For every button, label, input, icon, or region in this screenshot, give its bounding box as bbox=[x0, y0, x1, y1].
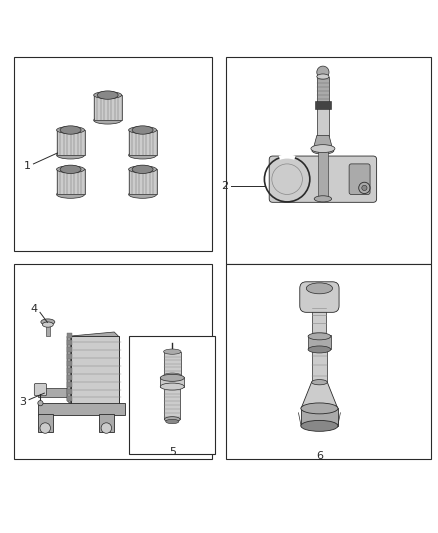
Ellipse shape bbox=[57, 191, 85, 198]
Bar bbox=[315, 101, 331, 109]
Bar bbox=[71, 336, 119, 404]
Polygon shape bbox=[313, 135, 332, 149]
Ellipse shape bbox=[163, 373, 181, 378]
Ellipse shape bbox=[308, 333, 331, 340]
Ellipse shape bbox=[160, 383, 184, 390]
Bar bbox=[67, 389, 72, 393]
Circle shape bbox=[362, 185, 367, 190]
Ellipse shape bbox=[41, 319, 55, 325]
Text: 6: 6 bbox=[316, 451, 323, 462]
Ellipse shape bbox=[160, 374, 184, 381]
Circle shape bbox=[101, 423, 112, 433]
Bar bbox=[129, 169, 156, 195]
Ellipse shape bbox=[57, 166, 85, 173]
Polygon shape bbox=[301, 382, 338, 408]
Polygon shape bbox=[67, 336, 71, 404]
Bar bbox=[226, 57, 431, 264]
Ellipse shape bbox=[301, 403, 338, 414]
Bar bbox=[67, 382, 72, 386]
Text: 5: 5 bbox=[169, 448, 176, 457]
Bar bbox=[67, 354, 72, 359]
Ellipse shape bbox=[129, 126, 156, 133]
Bar bbox=[67, 396, 72, 400]
Ellipse shape bbox=[314, 196, 332, 202]
Bar bbox=[14, 264, 212, 458]
Ellipse shape bbox=[317, 74, 329, 79]
Ellipse shape bbox=[317, 66, 329, 78]
Bar bbox=[318, 149, 328, 199]
FancyBboxPatch shape bbox=[300, 282, 339, 312]
Bar bbox=[312, 304, 326, 336]
Text: 1: 1 bbox=[23, 161, 30, 171]
Ellipse shape bbox=[308, 346, 331, 353]
Ellipse shape bbox=[311, 379, 327, 385]
Bar bbox=[57, 130, 85, 155]
Ellipse shape bbox=[132, 165, 153, 174]
Bar bbox=[38, 388, 71, 398]
Ellipse shape bbox=[132, 126, 153, 134]
Ellipse shape bbox=[97, 91, 118, 99]
Bar bbox=[163, 352, 181, 376]
Text: 2: 2 bbox=[221, 181, 228, 191]
FancyBboxPatch shape bbox=[34, 384, 46, 395]
Bar bbox=[301, 408, 338, 426]
Bar bbox=[129, 130, 156, 155]
Bar bbox=[67, 375, 72, 379]
Ellipse shape bbox=[163, 349, 181, 354]
Text: 3: 3 bbox=[19, 397, 26, 407]
Bar bbox=[317, 77, 328, 103]
Bar bbox=[46, 323, 49, 336]
Ellipse shape bbox=[312, 148, 334, 154]
Bar bbox=[308, 335, 331, 350]
Circle shape bbox=[38, 400, 43, 406]
Ellipse shape bbox=[42, 322, 53, 327]
Ellipse shape bbox=[94, 92, 122, 99]
Bar bbox=[57, 169, 85, 195]
Bar bbox=[130, 336, 215, 454]
Ellipse shape bbox=[301, 421, 338, 431]
Ellipse shape bbox=[129, 166, 156, 173]
Bar bbox=[38, 403, 125, 415]
Bar bbox=[317, 108, 329, 135]
Ellipse shape bbox=[57, 126, 85, 133]
Bar bbox=[67, 348, 72, 352]
Bar bbox=[14, 57, 212, 251]
Ellipse shape bbox=[170, 350, 175, 353]
Ellipse shape bbox=[306, 283, 332, 294]
Ellipse shape bbox=[57, 151, 85, 159]
FancyBboxPatch shape bbox=[349, 164, 370, 195]
Bar bbox=[164, 386, 180, 419]
Polygon shape bbox=[67, 332, 119, 336]
Ellipse shape bbox=[129, 191, 156, 198]
Ellipse shape bbox=[166, 419, 179, 424]
Bar bbox=[94, 95, 122, 120]
Circle shape bbox=[40, 423, 50, 433]
Bar bbox=[67, 361, 72, 366]
Bar bbox=[226, 264, 431, 458]
Ellipse shape bbox=[60, 165, 81, 174]
FancyBboxPatch shape bbox=[269, 156, 377, 203]
Ellipse shape bbox=[164, 417, 180, 422]
Bar bbox=[67, 368, 72, 373]
Bar bbox=[38, 414, 53, 432]
Bar bbox=[99, 414, 114, 432]
Bar bbox=[67, 340, 72, 345]
Bar bbox=[67, 333, 72, 338]
Text: 4: 4 bbox=[30, 304, 37, 314]
Bar bbox=[160, 377, 184, 386]
Ellipse shape bbox=[311, 144, 335, 152]
Ellipse shape bbox=[60, 126, 81, 134]
Bar bbox=[311, 348, 327, 382]
Ellipse shape bbox=[129, 151, 156, 159]
Ellipse shape bbox=[94, 116, 122, 124]
